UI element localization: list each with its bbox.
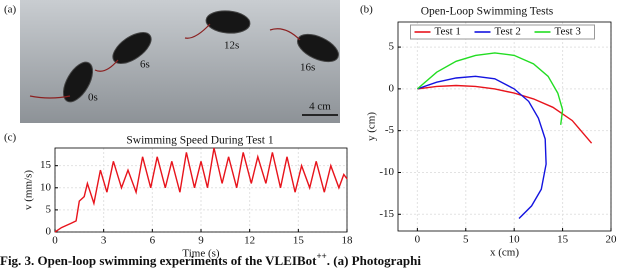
caption-sup: ++ <box>316 251 326 261</box>
y-tick-label: -10 <box>379 166 394 178</box>
x-tick-label: 10 <box>509 234 521 246</box>
chart-title: Swimming Speed During Test 1 <box>126 135 273 147</box>
x-tick-label: 6 <box>150 235 156 247</box>
caption-text: . (a) Photographi <box>327 253 422 268</box>
y-axis-label: y (cm) <box>366 112 378 141</box>
timestamp: 0s <box>88 92 98 104</box>
y-tick-label: 10 <box>40 181 52 193</box>
plot-frame <box>397 21 612 232</box>
data-line <box>54 147 348 233</box>
timestamp: 6s <box>140 59 150 71</box>
x-axis-label: Time (s) <box>182 248 220 260</box>
y-tick-label: 0 <box>46 226 52 238</box>
caption: Fig. 3. Open-loop swimming experiments o… <box>0 251 421 268</box>
timestamp: 16s <box>300 62 315 74</box>
chart: (c) Swimming Speed During Test 1 0 3 6 9 12 15 1… <box>4 132 353 260</box>
x-tick-label: 3 <box>101 235 107 247</box>
x-axis-label: x (cm) <box>490 247 519 259</box>
photo <box>20 0 340 123</box>
data-line <box>417 75 547 219</box>
y-tick-label: 15 <box>40 159 52 171</box>
robots <box>62 10 339 103</box>
x-tick-label: 5 <box>463 234 469 246</box>
chart: (b) Open-Loop Swimming Tests 0 5 10 15 20 -15 -1… <box>360 4 617 259</box>
y-tick-label: -5 <box>385 124 395 136</box>
y-axis-label: v (mm/s) <box>23 170 35 210</box>
x-tick-label: 0 <box>415 234 421 246</box>
timestamp: 12s <box>224 40 239 52</box>
y-tick-label: 5 <box>389 41 395 53</box>
x-tick-label: 9 <box>198 235 204 247</box>
legend-label: Test 3 <box>555 26 582 38</box>
chart-title: Open-Loop Swimming Tests <box>421 6 554 18</box>
x-tick-label: 15 <box>557 234 569 246</box>
data-line <box>416 52 564 125</box>
legend-box <box>410 24 595 40</box>
y-tick-label: 0 <box>389 82 395 94</box>
panel-label: (b) <box>360 4 373 16</box>
photo-panel: (a) 0s 6s 12s 16s 4 cm <box>4 0 340 123</box>
y-tick-label: -15 <box>379 208 394 220</box>
x-tick-label: 20 <box>606 234 618 246</box>
x-tick-label: 18 <box>342 235 354 247</box>
x-tick-label: 0 <box>52 235 58 247</box>
x-tick-label: 12 <box>244 235 255 247</box>
panel-label: (c) <box>4 132 17 144</box>
x-tick-label: 15 <box>293 235 305 247</box>
caption-text: Fig. 3. Open-loop swimming experiments o… <box>0 253 317 268</box>
plot-frame <box>54 147 348 233</box>
panel-label: (a) <box>4 4 17 16</box>
scale-label: 4 cm <box>309 101 331 113</box>
data-line <box>417 84 593 144</box>
tails <box>29 23 301 99</box>
legend-label: Test 2 <box>495 26 521 38</box>
legend-label: Test 1 <box>435 26 461 38</box>
y-tick-label: 5 <box>46 203 52 215</box>
